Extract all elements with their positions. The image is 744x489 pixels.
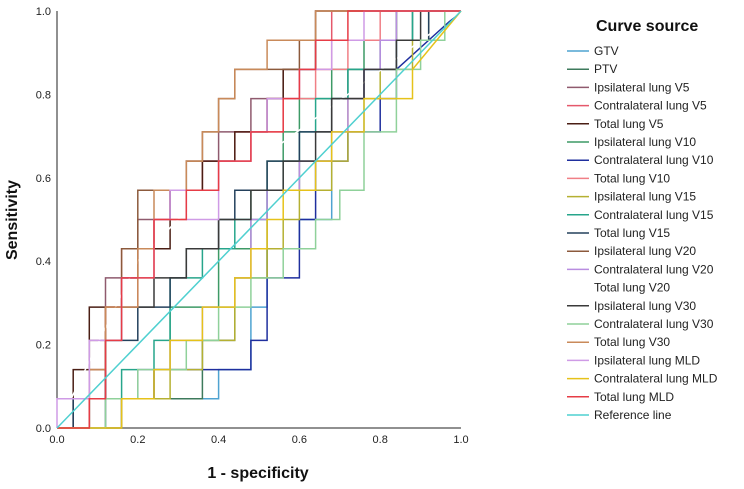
legend-label: Contralateral lung MLD [594,372,718,386]
curve-total-lung-mld [57,10,461,429]
legend-label: Contralateral lung V5 [594,99,707,113]
legend-label: Ipsilateral lung V15 [594,190,696,204]
y-tick-label: 1.0 [36,6,51,18]
y-tick-label: 0.6 [36,173,51,185]
x-tick-label: 1.0 [453,434,468,446]
legend-label: Ipsilateral lung V5 [594,80,690,94]
x-tick-label: 0.8 [373,434,388,446]
x-tick-label: 0.4 [211,434,226,446]
y-ticks: 0.0 0.2 0.4 0.6 0.8 1.0 [36,6,51,435]
curve-reference-line [56,10,462,429]
legend-label: Contralateral lung V30 [594,317,714,331]
y-tick-label: 0.8 [36,89,51,101]
x-tick-label: 0.6 [292,434,307,446]
plot-area: 0.0 0.2 0.4 0.6 0.8 1.0 0.0 0.2 0.4 0.6 0.8 1.0 [36,6,469,446]
curve-contralateral-lung-v30 [57,10,461,429]
legend-label: Total lung V30 [594,335,670,349]
x-tick-label: 0.0 [49,434,64,446]
x-tick-label: 0.2 [130,434,145,446]
y-tick-label: 0.0 [36,423,51,435]
legend-label: Contralateral lung V10 [594,153,714,167]
legend-label: Total lung MLD [594,390,674,404]
x-ticks: 0.0 0.2 0.4 0.6 0.8 1.0 [49,434,468,446]
legend-label: Total lung V5 [594,117,664,131]
y-tick-label: 0.4 [36,256,51,268]
legend: Curve source GTV PTV Ipsilateral lung V5 Co… [567,18,718,422]
legend-label: Contralateral lung V20 [594,262,714,276]
roc-curves [56,10,462,429]
legend-label: Total lung V10 [594,171,670,185]
legend-label: Reference line [594,408,672,422]
legend-label: PTV [594,62,617,76]
legend-title: Curve source [596,18,698,35]
legend-label: Ipsilateral lung V20 [594,244,696,258]
y-axis-title: Sensitivity [4,180,21,260]
y-tick-label: 0.2 [36,340,51,352]
curve-total-lung-v30 [57,10,461,429]
legend-label: Ipsilateral lung MLD [594,353,700,367]
x-axis-title: 1 - specificity [207,465,308,482]
legend-label: Total lung V15 [594,226,670,240]
legend-label: Total lung V20 [594,281,670,295]
legend-label: GTV [594,44,619,58]
legend-items: GTV PTV Ipsilateral lung V5 Contralateral l… [567,44,718,422]
legend-label: Ipsilateral lung V30 [594,299,696,313]
legend-label: Ipsilateral lung V10 [594,135,696,149]
legend-label: Contralateral lung V15 [594,208,714,222]
curve-contralateral-lung-mld [57,10,462,429]
